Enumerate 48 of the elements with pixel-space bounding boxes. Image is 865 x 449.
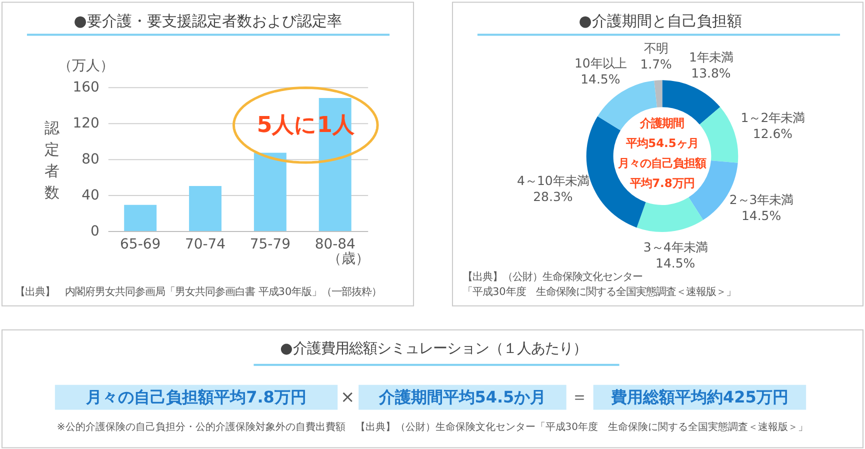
text: 平均54.5ヶ月 xyxy=(625,136,698,150)
slice-label: 3～4年未満 xyxy=(643,239,708,254)
x-tick-label: 65-69 xyxy=(120,236,161,252)
text: 【出典】 内閣府男女共同参画局「男女共同参画白書 平成30年版」（一部抜粋） xyxy=(14,286,382,298)
slice-label: 1年未満 xyxy=(688,49,733,64)
text: ●介護費用総額シミュレーション（１人あたり） xyxy=(280,340,587,357)
text: 費用総額平均約425万円 xyxy=(610,387,788,406)
donut-slice xyxy=(636,197,704,232)
text: （万人） xyxy=(58,58,114,74)
slice-label: 2～3年未満 xyxy=(729,192,794,207)
data-label: 13.8% xyxy=(691,65,731,80)
text: 月々の自己負担額 xyxy=(617,156,706,170)
donut-slice xyxy=(654,80,662,108)
text: 月々の自己負担額平均7.8万円 xyxy=(85,387,306,406)
y-tick-label: 160 xyxy=(72,80,100,96)
data-label: 14.5% xyxy=(580,72,620,87)
bar xyxy=(124,204,157,231)
text: ＝ xyxy=(570,387,588,408)
slice-label: 1～2年未満 xyxy=(740,110,805,125)
slice-label: 不明 xyxy=(644,40,668,56)
bar xyxy=(189,186,222,231)
text: × xyxy=(340,387,355,408)
data-label: 12.6% xyxy=(752,126,793,141)
x-tick-label: 75-79 xyxy=(250,236,290,252)
data-label: 14.5% xyxy=(741,208,782,223)
text: 介護期間 xyxy=(639,116,684,130)
data-label: 14.5% xyxy=(656,255,696,270)
y-tick-label: 80 xyxy=(82,152,100,168)
y-axis-title: 認定者数 xyxy=(44,119,60,202)
x-axis-title: （歳） xyxy=(328,250,370,267)
y-tick-label: 0 xyxy=(90,223,100,240)
text: 平均7.8万円 xyxy=(629,176,694,190)
annotation: 5人に1人 xyxy=(256,113,356,138)
bar xyxy=(254,152,286,231)
text: 「平成30年度 生命保険に関する全国実態調査＜速報版＞」 xyxy=(462,286,736,298)
y-tick-label: 120 xyxy=(72,116,100,132)
slice-label: 4～10年未満 xyxy=(517,173,589,188)
text: 介護期間平均54.5か月 xyxy=(378,387,546,406)
chart-title: ●要介護・要支援認定者数および認定率 xyxy=(74,12,342,30)
chart-title: ●介護期間と自己負担額 xyxy=(578,12,742,30)
data-label: 1.7% xyxy=(640,56,672,72)
text: 【出典】（公財）生命保険文化センター xyxy=(462,270,642,283)
data-label: 28.3% xyxy=(533,189,573,204)
y-tick-label: 40 xyxy=(82,188,100,204)
text: ※公的介護保険の自己負担分・公的介護保険対象外の自費出費額 【出典】（公財）生命保険文化センター「平成30年度 生命保険に関する全国実態調査＜速報版＞」 xyxy=(56,420,808,433)
slice-label: 10年以上 xyxy=(574,56,626,71)
x-tick-label: 70-74 xyxy=(184,236,226,252)
x-tick-label: 80-84 xyxy=(314,236,356,252)
